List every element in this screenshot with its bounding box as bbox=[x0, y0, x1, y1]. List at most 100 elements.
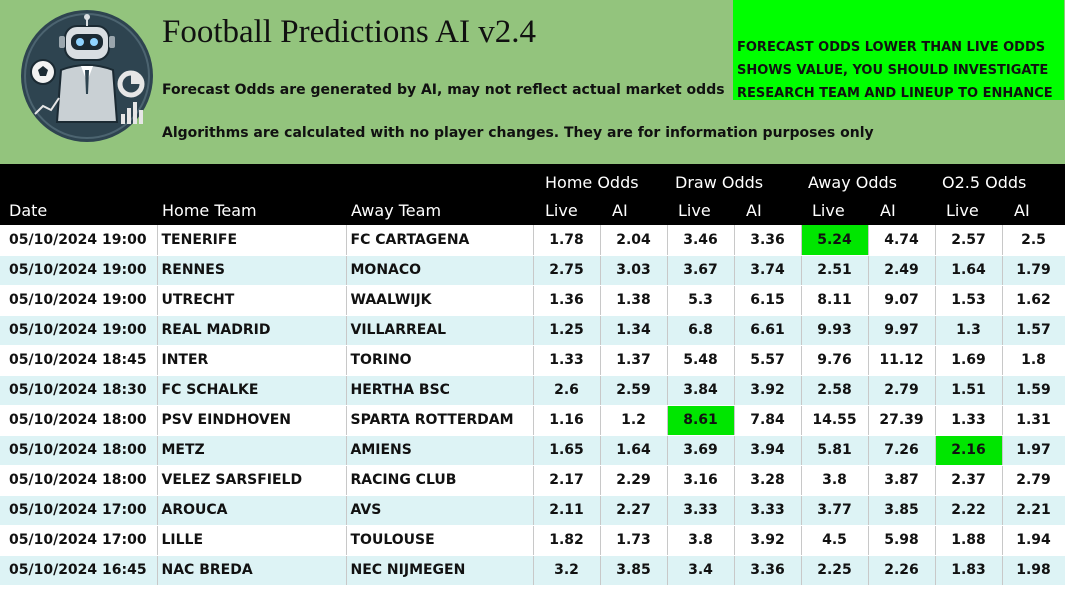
column-header-live: Live bbox=[812, 201, 845, 220]
home-ai-odds-cell: 1.38 bbox=[600, 285, 668, 316]
match-date-cell: 05/10/2024 18:45 bbox=[0, 345, 158, 376]
home-team-cell: INTER bbox=[157, 345, 347, 376]
draw-ai-odds-cell: 5.57 bbox=[734, 345, 802, 376]
draw-ai-odds-cell: 3.28 bbox=[734, 465, 802, 496]
away-ai-odds-cell: 3.87 bbox=[868, 465, 936, 496]
column-header-live: Live bbox=[545, 201, 578, 220]
home-live-odds-cell: 1.33 bbox=[533, 345, 601, 376]
column-header-away-team: Away Team bbox=[351, 201, 442, 220]
home-ai-odds-cell: 1.64 bbox=[600, 435, 668, 466]
away-team-cell: SPARTA ROTTERDAM bbox=[346, 405, 534, 436]
column-header-live: Live bbox=[946, 201, 979, 220]
o25-live-odds-cell: 2.22 bbox=[935, 495, 1003, 526]
notice-line: SHOWS VALUE, YOU SHOULD INVESTIGATE bbox=[737, 63, 1049, 78]
away-live-odds-cell: 3.8 bbox=[801, 465, 869, 496]
draw-ai-odds-cell: 3.92 bbox=[734, 525, 802, 556]
table-header: Home Odds Draw Odds Away Odds O2.5 Odds … bbox=[0, 164, 1065, 225]
away-ai-odds-cell: 3.85 bbox=[868, 495, 936, 526]
home-team-cell: LILLE bbox=[157, 525, 347, 556]
column-header-away-odds: Away Odds bbox=[808, 173, 897, 192]
home-ai-odds-cell: 1.73 bbox=[600, 525, 668, 556]
robot-football-analyst-icon bbox=[21, 10, 153, 142]
away-team-cell: AMIENS bbox=[346, 435, 534, 466]
away-live-odds-cell: 2.25 bbox=[801, 555, 869, 586]
away-live-odds-cell: 9.76 bbox=[801, 345, 869, 376]
draw-live-odds-cell: 3.69 bbox=[667, 435, 735, 466]
column-header-ai: AI bbox=[880, 201, 896, 220]
match-date-cell: 05/10/2024 17:00 bbox=[0, 495, 158, 526]
draw-ai-odds-cell: 3.36 bbox=[734, 555, 802, 586]
away-live-odds-cell: 2.58 bbox=[801, 375, 869, 406]
draw-live-odds-cell: 3.67 bbox=[667, 255, 735, 286]
away-live-odds-cell: 2.51 bbox=[801, 255, 869, 286]
o25-ai-odds-cell: 1.59 bbox=[1002, 375, 1065, 406]
draw-ai-odds-cell: 3.74 bbox=[734, 255, 802, 286]
away-team-cell: MONACO bbox=[346, 255, 534, 286]
o25-live-odds-cell: 1.3 bbox=[935, 315, 1003, 346]
home-live-odds-cell: 1.25 bbox=[533, 315, 601, 346]
match-date-cell: 05/10/2024 19:00 bbox=[0, 255, 158, 286]
home-live-odds-cell: 2.11 bbox=[533, 495, 601, 526]
draw-live-odds-cell: 3.8 bbox=[667, 525, 735, 556]
column-header-draw-odds: Draw Odds bbox=[675, 173, 764, 192]
away-ai-odds-cell: 11.12 bbox=[868, 345, 936, 376]
away-team-cell: TOULOUSE bbox=[346, 525, 534, 556]
notice-line: RESEARCH TEAM AND LINEUP TO ENHANCE bbox=[737, 86, 1053, 101]
o25-live-odds-cell: 1.53 bbox=[935, 285, 1003, 316]
home-team-cell: METZ bbox=[157, 435, 347, 466]
disclaimer-ai-odds: Forecast Odds are generated by AI, may n… bbox=[162, 82, 725, 98]
draw-live-odds-cell: 3.4 bbox=[667, 555, 735, 586]
table-row: 05/10/2024 18:30 FC SCHALKE HERTHA BSC 2.6 2… bbox=[0, 375, 1065, 406]
home-live-odds-cell: 3.2 bbox=[533, 555, 601, 586]
table-row: 05/10/2024 17:00 LILLE TOULOUSE 1.82 1.73 3.8… bbox=[0, 525, 1065, 556]
draw-ai-odds-cell: 3.36 bbox=[734, 225, 802, 256]
match-date-cell: 05/10/2024 18:00 bbox=[0, 465, 158, 496]
home-live-odds-cell: 1.65 bbox=[533, 435, 601, 466]
away-live-odds-cell: 4.5 bbox=[801, 525, 869, 556]
notice-line: FORECAST ODDS LOWER THAN LIVE ODDS bbox=[737, 40, 1046, 55]
o25-ai-odds-cell: 1.98 bbox=[1002, 555, 1065, 586]
away-ai-odds-cell: 2.79 bbox=[868, 375, 936, 406]
o25-live-odds-cell: 1.33 bbox=[935, 405, 1003, 436]
column-header-ai: AI bbox=[746, 201, 762, 220]
draw-ai-odds-cell: 6.15 bbox=[734, 285, 802, 316]
away-live-odds-cell: 5.81 bbox=[801, 435, 869, 466]
away-team-cell: RACING CLUB bbox=[346, 465, 534, 496]
home-ai-odds-cell: 2.27 bbox=[600, 495, 668, 526]
home-team-cell: TENERIFE bbox=[157, 225, 347, 256]
disclaimer-algorithm: Algorithms are calculated with no player… bbox=[162, 125, 874, 141]
o25-live-odds-cell: 1.83 bbox=[935, 555, 1003, 586]
away-team-cell: FC CARTAGENA bbox=[346, 225, 534, 256]
o25-live-odds-cell-value-highlight: 2.16 bbox=[935, 435, 1003, 466]
table-row: 05/10/2024 18:00 METZ AMIENS 1.65 1.64 3.69 3.… bbox=[0, 435, 1065, 466]
draw-ai-odds-cell: 7.84 bbox=[734, 405, 802, 436]
table-row: 05/10/2024 19:00 UTRECHT WAALWIJK 1.36 1.38 5… bbox=[0, 285, 1065, 316]
o25-live-odds-cell: 2.57 bbox=[935, 225, 1003, 256]
draw-live-odds-cell: 3.16 bbox=[667, 465, 735, 496]
home-team-cell: FC SCHALKE bbox=[157, 375, 347, 406]
away-team-cell: WAALWIJK bbox=[346, 285, 534, 316]
o25-live-odds-cell: 1.51 bbox=[935, 375, 1003, 406]
odds-table-body: 05/10/2024 19:00 TENERIFE FC CARTAGENA 1.78… bbox=[0, 225, 1065, 586]
draw-live-odds-cell: 6.8 bbox=[667, 315, 735, 346]
table-row: 05/10/2024 19:00 REAL MADRID VILLARREAL 1.2… bbox=[0, 315, 1065, 346]
home-team-cell: VELEZ SARSFIELD bbox=[157, 465, 347, 496]
o25-live-odds-cell: 1.64 bbox=[935, 255, 1003, 286]
draw-ai-odds-cell: 6.61 bbox=[734, 315, 802, 346]
table-row: 05/10/2024 19:00 TENERIFE FC CARTAGENA 1.78… bbox=[0, 225, 1065, 256]
column-header-o25-odds: O2.5 Odds bbox=[942, 173, 1027, 192]
away-live-odds-cell: 14.55 bbox=[801, 405, 869, 436]
o25-ai-odds-cell: 1.62 bbox=[1002, 285, 1065, 316]
away-ai-odds-cell: 2.26 bbox=[868, 555, 936, 586]
table-row: 05/10/2024 18:00 PSV EINDHOVEN SPARTA ROTT… bbox=[0, 405, 1065, 436]
home-live-odds-cell: 1.16 bbox=[533, 405, 601, 436]
away-team-cell: TORINO bbox=[346, 345, 534, 376]
draw-ai-odds-cell: 3.33 bbox=[734, 495, 802, 526]
away-team-cell: VILLARREAL bbox=[346, 315, 534, 346]
match-date-cell: 05/10/2024 19:00 bbox=[0, 225, 158, 256]
away-ai-odds-cell: 4.74 bbox=[868, 225, 936, 256]
o25-ai-odds-cell: 2.21 bbox=[1002, 495, 1065, 526]
draw-live-odds-cell: 5.3 bbox=[667, 285, 735, 316]
away-ai-odds-cell: 27.39 bbox=[868, 405, 936, 436]
away-ai-odds-cell: 2.49 bbox=[868, 255, 936, 286]
